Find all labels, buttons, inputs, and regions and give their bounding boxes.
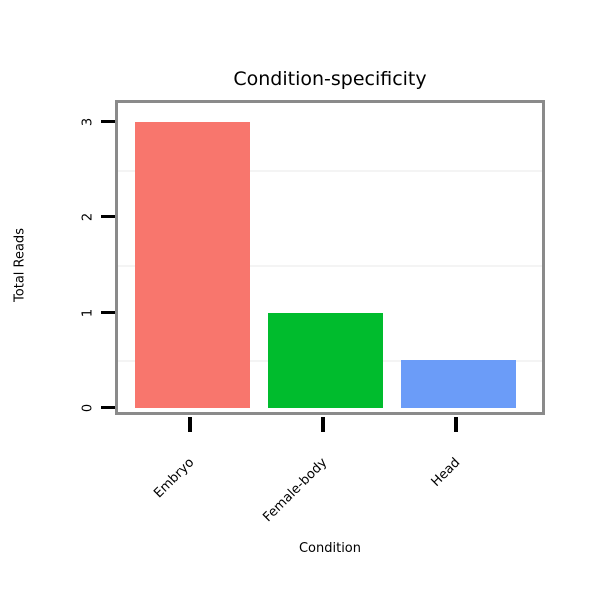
x-tick-label-embryo: Embryo [150, 455, 197, 502]
gridline [118, 265, 542, 267]
chart-title: Condition-specificity [233, 68, 427, 90]
y-tick [101, 215, 115, 219]
x-tick [320, 417, 325, 432]
y-tick-label: 0 [80, 403, 96, 413]
x-tick-label-head: Head [428, 455, 463, 490]
gridline [118, 169, 542, 172]
y-tick [101, 120, 115, 123]
x-tick [187, 417, 192, 432]
y-tick-label: 3 [80, 117, 96, 127]
y-axis-title: Total Reads [12, 228, 28, 302]
y-tick-label: 1 [80, 308, 96, 317]
bar-head [401, 360, 516, 408]
bar-embryo [135, 122, 250, 408]
x-axis-title: Condition [298, 541, 362, 556]
y-tick [101, 310, 115, 314]
x-tick-label-female-body: Female-body [259, 455, 330, 526]
bar-female-body [268, 312, 383, 408]
x-tick [453, 417, 458, 432]
plot-area [115, 100, 545, 415]
y-tick [101, 406, 115, 409]
y-tick-label: 2 [80, 213, 96, 222]
